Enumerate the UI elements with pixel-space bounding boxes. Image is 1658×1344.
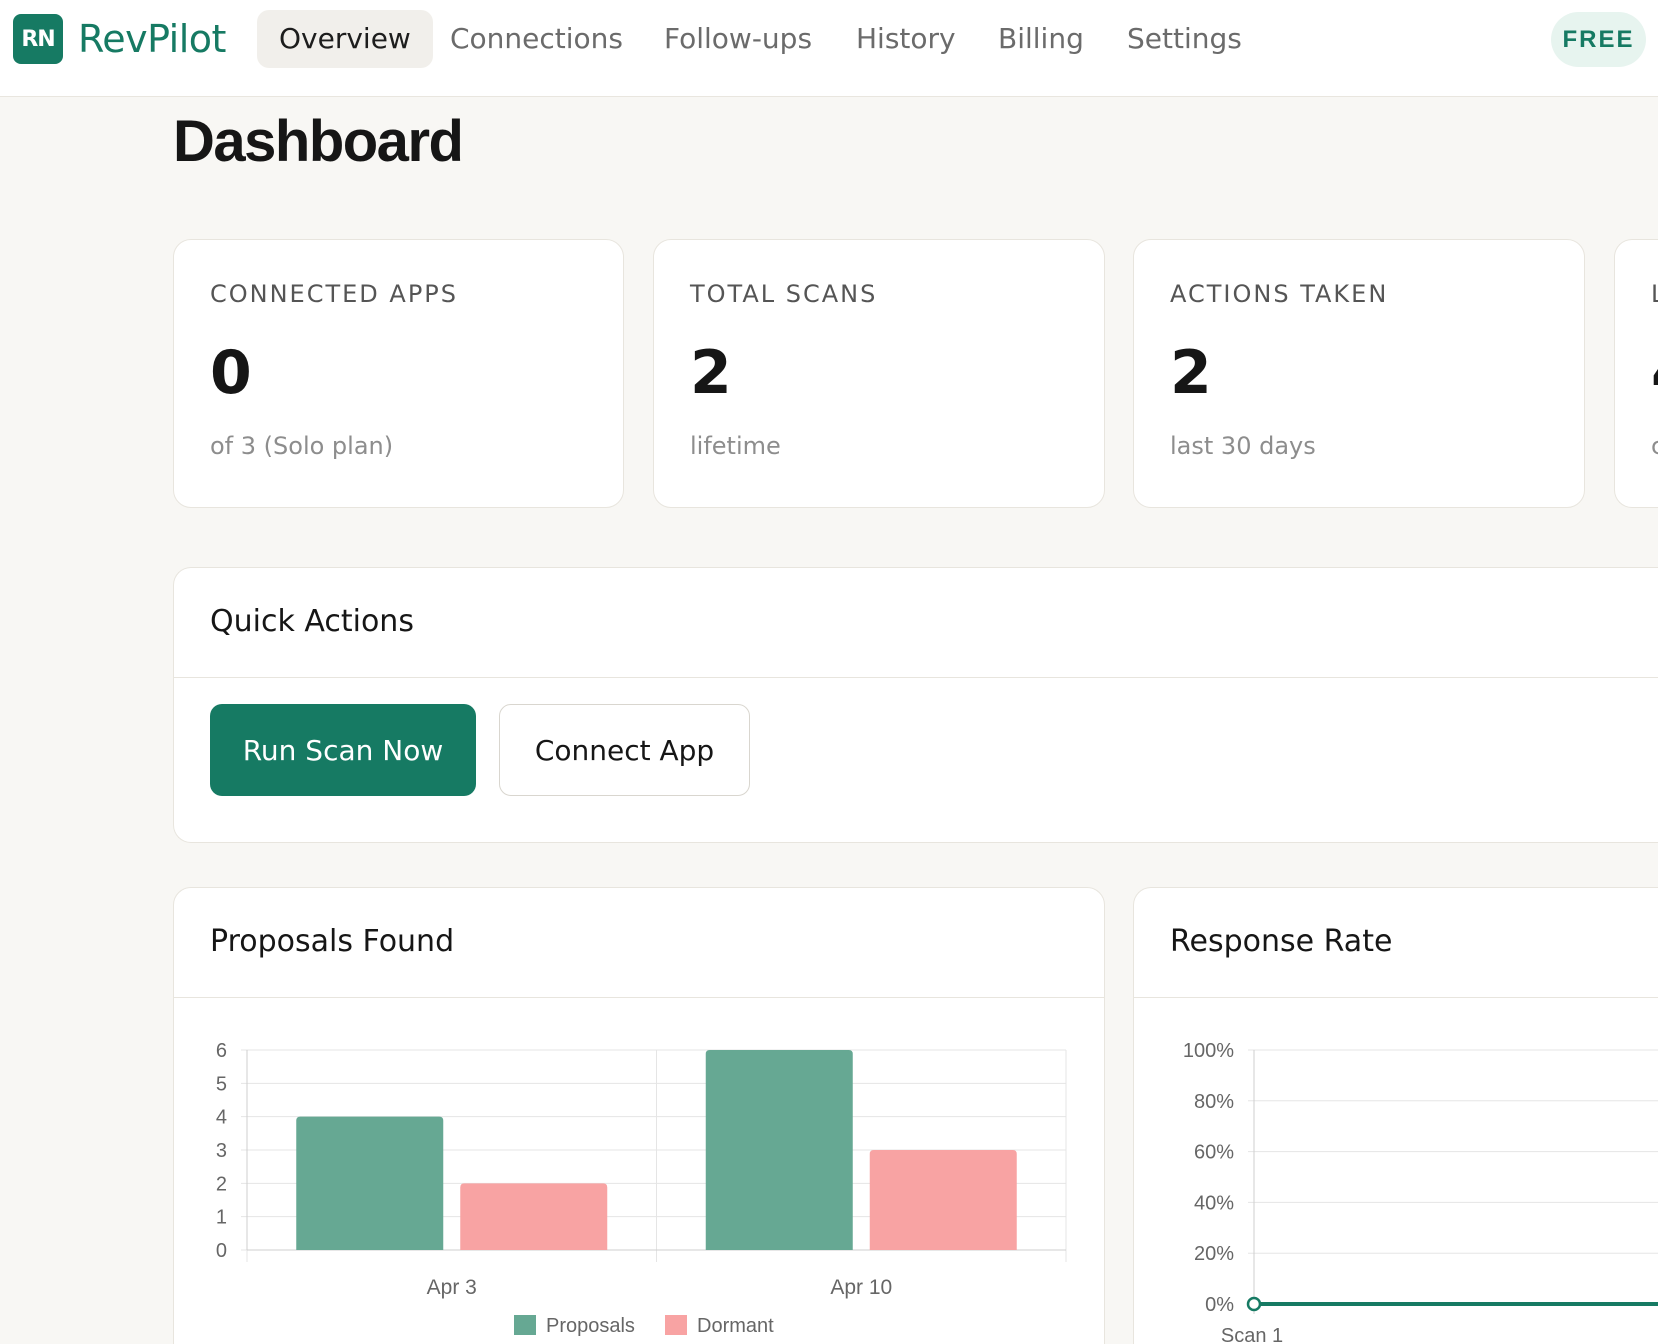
x-tick-label: Scan 1 <box>1221 1325 1283 1344</box>
y-tick-label: 5 <box>216 1073 227 1095</box>
stat-label: TOTAL SCANS <box>690 280 878 308</box>
stat-label: ACTIONS TAKEN <box>1170 280 1389 308</box>
x-tick-label: Apr 3 <box>427 1276 477 1299</box>
bar-proposals-apr-3 <box>296 1116 444 1250</box>
data-point <box>1246 1296 1262 1312</box>
stat-label: CONNECTED APPS <box>210 280 459 308</box>
run-scan-button[interactable]: Run Scan Now <box>210 704 476 796</box>
nav-history[interactable]: History <box>856 22 956 55</box>
proposals-bar-chart: 0 1 2 3 4 5 6 Apr 3 Apr 10 Proposals Dormant <box>216 1040 1067 1337</box>
stat-value: 2 <box>1170 338 1212 408</box>
nav-follow-ups[interactable]: Follow-ups <box>664 22 813 55</box>
y-tick-label: 60% <box>1194 1142 1234 1164</box>
y-tick-label: 80% <box>1194 1091 1234 1113</box>
response-rate-title: Response Rate <box>1170 924 1393 959</box>
y-tick-label: 1 <box>216 1207 227 1229</box>
proposals-chart-title: Proposals Found <box>210 924 455 959</box>
quick-actions-card: Quick Actions Run Scan Now Connect App <box>173 567 1658 843</box>
legend-label-dormant: Dormant <box>697 1315 774 1337</box>
top-navigation: RN RevPilot Overview Connections Follow-… <box>0 0 1658 97</box>
brand-name[interactable]: RevPilot <box>78 17 226 61</box>
stat-card-connected-apps: CONNECTED APPS 0 of 3 (Solo plan) <box>173 239 624 508</box>
response-rate-line-chart: 0% 20% 40% 60% 80% 100% Scan 1 <box>1183 1040 1658 1344</box>
y-tick-label: 100% <box>1183 1040 1234 1062</box>
y-tick-label: 0% <box>1205 1294 1234 1316</box>
card-divider <box>174 997 1104 998</box>
plan-badge[interactable]: FREE <box>1551 12 1646 67</box>
card-divider <box>1134 997 1658 998</box>
stat-subtext: last 30 days <box>1170 432 1316 460</box>
y-tick-label: 3 <box>216 1140 227 1162</box>
y-tick-label: 4 <box>216 1107 227 1129</box>
stat-card-actions-taken: ACTIONS TAKEN 2 last 30 days <box>1133 239 1585 508</box>
bar-dormant-apr-3 <box>460 1183 608 1250</box>
nav-settings[interactable]: Settings <box>1127 22 1242 55</box>
logo-icon[interactable]: RN <box>13 14 63 64</box>
nav-billing[interactable]: Billing <box>998 22 1084 55</box>
stat-subtext: of 3 (Solo plan) <box>210 432 394 460</box>
stat-value: 0 <box>210 338 252 408</box>
card-divider <box>174 677 1658 678</box>
stat-value: 4 <box>1651 338 1658 408</box>
stat-card-partial: L 4 c <box>1614 239 1658 508</box>
connect-app-button[interactable]: Connect App <box>499 704 750 796</box>
y-tick-label: 0 <box>216 1240 227 1262</box>
y-tick-label: 20% <box>1194 1243 1234 1265</box>
legend-label-proposals: Proposals <box>546 1315 635 1337</box>
response-rate-card: Response Rate 0% 20% 40% 60% 80% 100% Scan 1 <box>1133 887 1658 1344</box>
stat-label: L <box>1651 280 1658 308</box>
legend-swatch-dormant <box>665 1315 687 1335</box>
x-tick-label: Apr 10 <box>830 1276 892 1299</box>
y-tick-label: 6 <box>216 1040 227 1062</box>
bar-dormant-apr-10 <box>869 1150 1017 1250</box>
bar-proposals-apr-10 <box>705 1050 853 1250</box>
y-tick-label: 2 <box>216 1173 227 1195</box>
quick-actions-title: Quick Actions <box>210 604 414 639</box>
nav-connections[interactable]: Connections <box>450 22 624 55</box>
stat-subtext: c <box>1651 432 1658 460</box>
stat-card-total-scans: TOTAL SCANS 2 lifetime <box>653 239 1105 508</box>
legend-swatch-proposals <box>514 1315 536 1335</box>
stat-subtext: lifetime <box>690 432 781 460</box>
nav-overview[interactable]: Overview <box>257 10 433 68</box>
proposals-chart-card: Proposals Found 0 1 2 3 4 5 6 Apr 3 Apr 10 Propos… <box>173 887 1105 1344</box>
stat-value: 2 <box>690 338 732 408</box>
page-title: Dashboard <box>173 109 464 174</box>
y-tick-label: 40% <box>1194 1192 1234 1214</box>
